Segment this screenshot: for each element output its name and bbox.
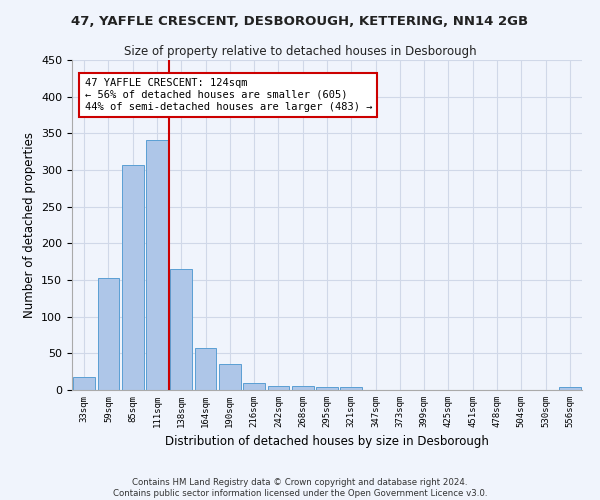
Bar	[170, 269, 192, 390]
Bar	[268, 386, 289, 390]
Bar	[243, 382, 265, 390]
Bar	[73, 377, 95, 390]
Text: Contains HM Land Registry data © Crown copyright and database right 2024.
Contai: Contains HM Land Registry data © Crown c…	[113, 478, 487, 498]
Text: 47 YAFFLE CRESCENT: 124sqm
← 56% of detached houses are smaller (605)
44% of sem: 47 YAFFLE CRESCENT: 124sqm ← 56% of deta…	[85, 78, 372, 112]
X-axis label: Distribution of detached houses by size in Desborough: Distribution of detached houses by size …	[165, 436, 489, 448]
Bar	[146, 140, 168, 390]
Y-axis label: Number of detached properties: Number of detached properties	[23, 132, 35, 318]
Text: 47, YAFFLE CRESCENT, DESBOROUGH, KETTERING, NN14 2GB: 47, YAFFLE CRESCENT, DESBOROUGH, KETTERI…	[71, 15, 529, 28]
Bar	[559, 387, 581, 390]
Bar	[97, 278, 119, 390]
Bar	[219, 364, 241, 390]
Bar	[316, 387, 338, 390]
Bar	[122, 165, 143, 390]
Bar	[340, 387, 362, 390]
Bar	[292, 386, 314, 390]
Bar	[194, 348, 217, 390]
Text: Size of property relative to detached houses in Desborough: Size of property relative to detached ho…	[124, 45, 476, 58]
